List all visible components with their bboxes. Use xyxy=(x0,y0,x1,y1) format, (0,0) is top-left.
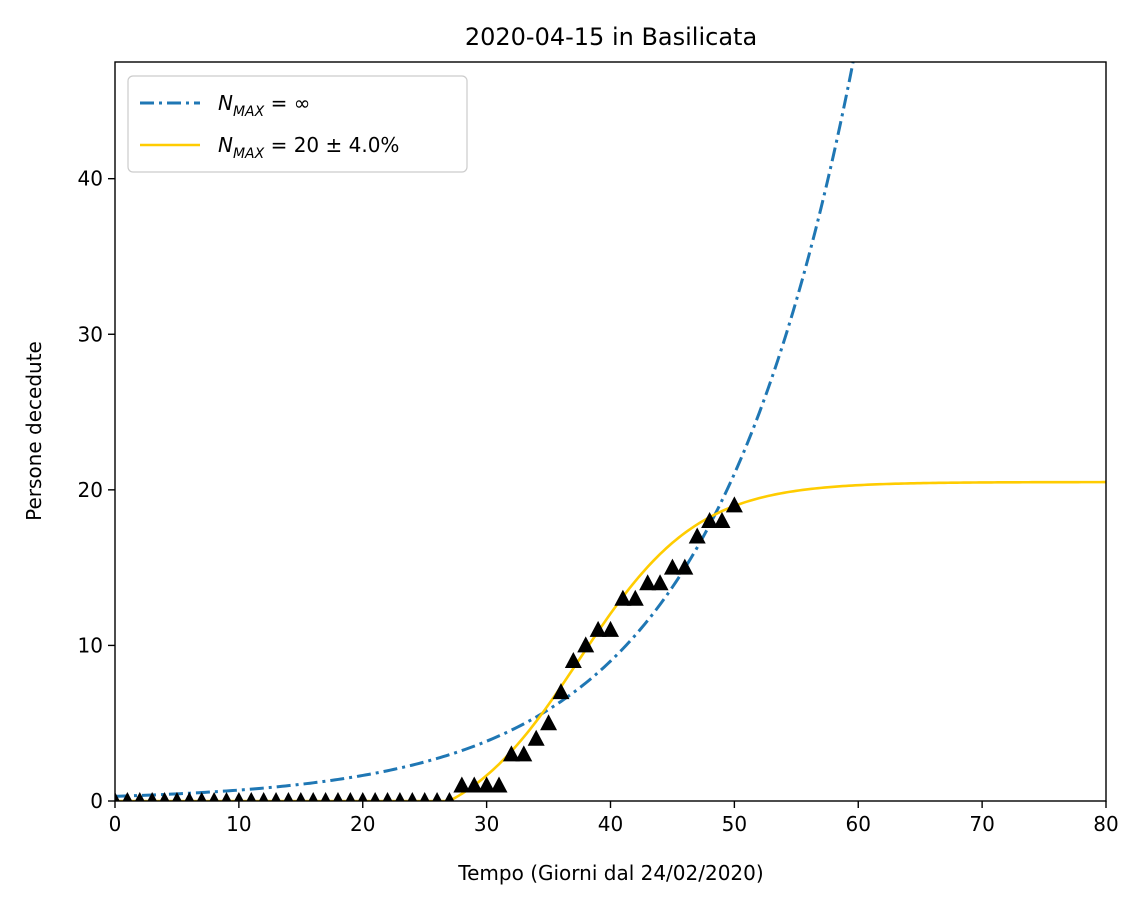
series-layer xyxy=(115,62,1106,801)
data-point-31 xyxy=(490,776,508,793)
y-axis: 0 10 20 30 40 xyxy=(78,167,115,813)
legend: NMAX = ∞ NMAX = 20 ± 4.0% xyxy=(127,75,468,173)
x-tick-label-6: 60 xyxy=(846,812,871,836)
legend-label-infinite-rest: = ∞ xyxy=(264,91,310,115)
data-point-6 xyxy=(184,792,195,801)
x-tick-label-1: 10 xyxy=(226,812,251,836)
data-point-36 xyxy=(552,683,570,700)
data-point-32 xyxy=(502,745,520,762)
legend-label-capped-sub: MAX xyxy=(233,146,265,162)
series-line-infinite xyxy=(115,62,855,798)
data-point-5 xyxy=(172,792,182,801)
data-point-50 xyxy=(725,496,743,513)
data-point-34 xyxy=(527,729,545,746)
y-tick-label-0: 0 xyxy=(90,789,103,813)
legend-label-capped: NMAX = 20 ± 4.0% xyxy=(218,133,399,162)
data-point-16 xyxy=(308,792,318,801)
x-tick-label-4: 40 xyxy=(598,812,623,836)
data-point-15 xyxy=(296,792,306,801)
series-line-capped xyxy=(115,480,1106,801)
data-point-9 xyxy=(221,792,232,801)
y-tick-label-3: 30 xyxy=(78,322,103,346)
data-point-22 xyxy=(382,792,393,801)
data-point-43 xyxy=(639,574,657,591)
x-tick-label-0: 0 xyxy=(109,812,122,836)
data-point-27 xyxy=(444,792,455,801)
data-point-33 xyxy=(515,745,533,762)
data-point-45 xyxy=(663,558,681,575)
data-point-28 xyxy=(453,776,471,793)
data-point-47 xyxy=(688,527,706,544)
data-point-48 xyxy=(701,511,719,528)
data-point-39 xyxy=(589,620,607,637)
legend-label-capped-main: N xyxy=(218,133,233,157)
x-axis-label: Tempo (Giorni dal 24/02/2020) xyxy=(457,861,763,885)
data-point-2 xyxy=(134,792,145,801)
legend-label-infinite-sub: MAX xyxy=(233,104,265,120)
data-point-4 xyxy=(159,792,170,801)
y-tick-label-2: 20 xyxy=(78,478,103,502)
data-point-30 xyxy=(478,776,496,793)
data-point-49 xyxy=(713,511,731,528)
data-point-18 xyxy=(333,792,343,801)
y-tick-label-1: 10 xyxy=(78,633,103,657)
x-tick-label-5: 50 xyxy=(722,812,747,836)
data-point-42 xyxy=(626,589,644,606)
y-tick-label-4: 40 xyxy=(78,167,103,191)
x-tick-label-8: 80 xyxy=(1093,812,1118,836)
data-point-26 xyxy=(432,792,442,801)
data-point-46 xyxy=(676,558,694,575)
data-point-19 xyxy=(345,792,356,801)
y-axis-label: Persone decedute xyxy=(22,341,46,521)
legend-frame xyxy=(127,75,468,173)
data-point-20 xyxy=(357,792,368,801)
legend-label-capped-rest: = 20 ± 4.0% xyxy=(264,133,399,157)
data-point-7 xyxy=(196,792,207,801)
data-point-21 xyxy=(370,792,380,801)
data-point-35 xyxy=(540,714,558,731)
data-point-11 xyxy=(246,792,257,801)
marker-layer xyxy=(115,496,743,801)
data-point-44 xyxy=(651,574,669,591)
data-point-13 xyxy=(271,792,281,801)
data-point-23 xyxy=(395,792,405,801)
data-point-12 xyxy=(258,792,269,801)
data-point-3 xyxy=(147,792,157,801)
data-point-38 xyxy=(577,636,595,653)
data-point-40 xyxy=(602,620,619,637)
data-point-41 xyxy=(614,589,632,606)
data-point-25 xyxy=(419,792,430,801)
legend-label-infinite-main: N xyxy=(218,91,233,115)
data-point-29 xyxy=(465,776,483,793)
data-point-8 xyxy=(209,792,219,801)
legend-label-infinite: NMAX = ∞ xyxy=(218,91,310,120)
x-axis: 0 10 20 30 40 50 60 70 80 xyxy=(109,801,1119,836)
x-tick-label-2: 20 xyxy=(350,812,375,836)
data-point-24 xyxy=(407,792,418,801)
data-point-0 xyxy=(115,792,120,801)
data-point-37 xyxy=(564,651,582,668)
data-point-10 xyxy=(234,792,244,801)
data-point-14 xyxy=(283,792,294,801)
data-point-1 xyxy=(122,792,133,801)
chart-title: 2020-04-15 in Basilicata xyxy=(465,23,757,51)
x-tick-label-7: 70 xyxy=(969,812,994,836)
data-point-17 xyxy=(320,792,331,801)
x-tick-label-3: 30 xyxy=(474,812,499,836)
